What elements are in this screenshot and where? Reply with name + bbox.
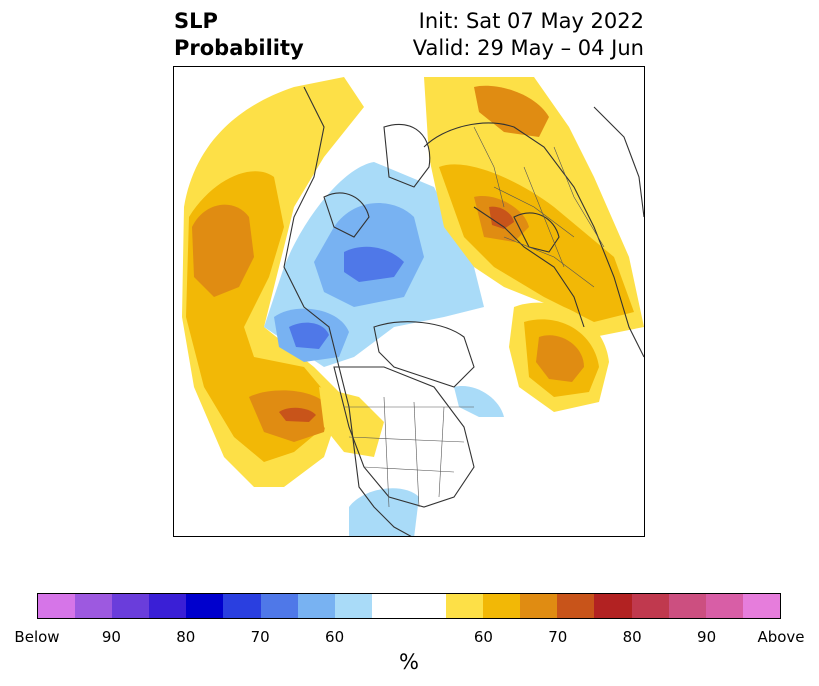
colorbar-segment [371, 594, 409, 618]
colorbar-tick-label: 80 [622, 628, 642, 646]
contour-westcoast-yellow [319, 387, 384, 457]
contour-alaska-blue [289, 322, 329, 349]
colorbar-tick-label: 80 [176, 628, 196, 646]
colorbar-segment [408, 594, 447, 618]
colorbar-segment [705, 594, 743, 618]
colorbar-tick-label: 70 [250, 628, 270, 646]
valid-date: Valid: 29 May – 04 Jun [412, 36, 644, 60]
colorbar-segment [112, 594, 150, 618]
map-panel [173, 66, 645, 537]
colorbar-segment [38, 594, 76, 618]
colorbar-segment [297, 594, 335, 618]
coastlines [283, 86, 644, 536]
colorbar-tick-label: 70 [548, 628, 568, 646]
colorbar-segment [557, 594, 595, 618]
title-line-2: Probability [174, 36, 304, 60]
colorbar-segment [520, 594, 558, 618]
colorbar-segment [742, 594, 780, 618]
colorbar-segment [631, 594, 669, 618]
init-date: Init: Sat 07 May 2022 [418, 9, 644, 33]
contour-polar-blue [344, 246, 404, 282]
colorbar-tick-label: 90 [697, 628, 717, 646]
political-borders [344, 126, 605, 508]
colorbar-tick-label: Above [757, 628, 805, 646]
colorbar-tick-label: 60 [473, 628, 493, 646]
colorbar [37, 593, 781, 619]
colorbar-tick-label: 90 [101, 628, 121, 646]
colorbar-segment [594, 594, 632, 618]
probability-map [182, 77, 644, 536]
colorbar-unit-label: % [399, 650, 419, 674]
colorbar-segment [483, 594, 521, 618]
chart-title: SLP Probability [174, 8, 304, 62]
colorbar-segment [446, 594, 484, 618]
colorbar-segment [334, 594, 372, 618]
colorbar-segment [668, 594, 706, 618]
contour-eurasia-red [489, 206, 514, 229]
colorbar-segment [186, 594, 224, 618]
colorbar-tick-label: 60 [325, 628, 345, 646]
contour-pacific-orange [192, 204, 254, 297]
contour-siberia-orange [474, 85, 549, 137]
forecast-dates: Init: Sat 07 May 2022 Valid: 29 May – 04… [413, 8, 644, 62]
title-line-1: SLP [174, 9, 218, 33]
contour-atlantic-orange [536, 335, 584, 382]
colorbar-segment [260, 594, 298, 618]
colorbar-segment [149, 594, 187, 618]
colorbar-segment [75, 594, 113, 618]
contour-atlantic-lightblue [454, 386, 504, 417]
colorbar-segment [223, 594, 261, 618]
colorbar-tick-label: Below [14, 628, 60, 646]
contour-pacific-red [279, 407, 316, 422]
contour-us-lightblue [349, 488, 419, 536]
